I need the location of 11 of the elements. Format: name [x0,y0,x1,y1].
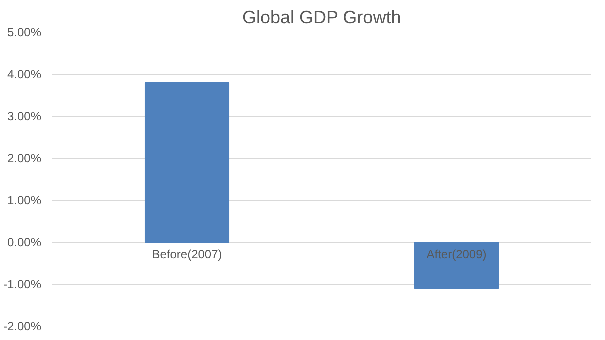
y-tick-label: -2.00% [3,320,42,334]
y-tick-label: 3.00% [7,110,42,124]
y-tick-label: 4.00% [7,68,42,82]
x-tick-label: Before(2007) [152,248,222,262]
y-tick-label: 2.00% [7,152,42,166]
chart-title: Global GDP Growth [242,8,402,28]
x-tick-label: After(2009) [426,248,487,262]
y-tick-label: 1.00% [7,194,42,208]
y-tick-label: -1.00% [3,278,42,292]
y-tick-label: 0.00% [7,236,42,250]
y-tick-label: 5.00% [7,26,42,40]
